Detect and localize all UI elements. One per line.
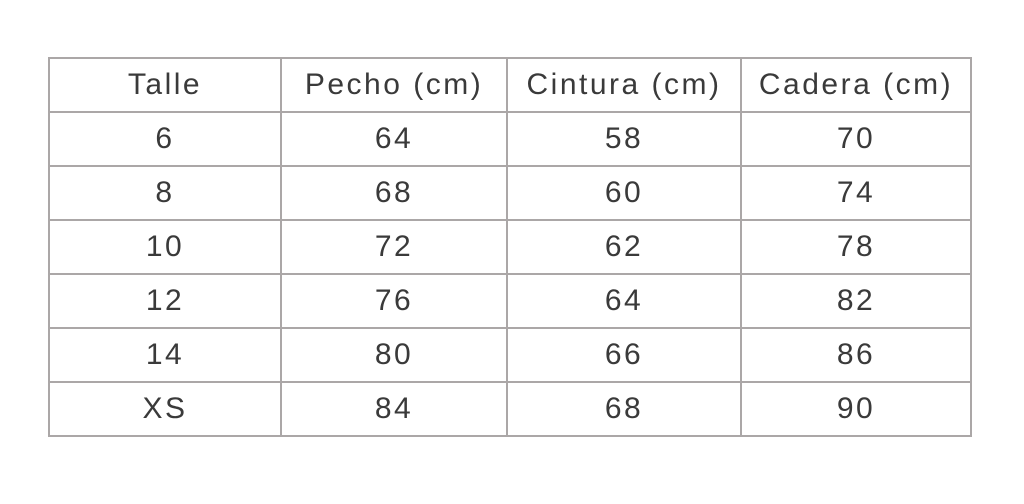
table-cell: 64 bbox=[506, 273, 742, 329]
table-cell: 76 bbox=[280, 273, 508, 329]
table-cell: 86 bbox=[740, 327, 972, 383]
table-cell: 58 bbox=[506, 111, 742, 167]
table-body: 6 64 58 70 8 68 60 74 10 72 62 78 12 76 64 82 14 80 66 86 XS… bbox=[48, 111, 972, 437]
header-cell: Talle bbox=[48, 57, 282, 113]
table-cell: 10 bbox=[48, 219, 282, 275]
header-cell: Cintura (cm) bbox=[506, 57, 742, 113]
table-cell: 90 bbox=[740, 381, 972, 437]
table-cell: XS bbox=[48, 381, 282, 437]
table-row: XS 84 68 90 bbox=[48, 381, 972, 437]
table-cell: 74 bbox=[740, 165, 972, 221]
table-row: 10 72 62 78 bbox=[48, 219, 972, 275]
table-cell: 62 bbox=[506, 219, 742, 275]
table-cell: 82 bbox=[740, 273, 972, 329]
table-row: 14 80 66 86 bbox=[48, 327, 972, 383]
table-cell: 70 bbox=[740, 111, 972, 167]
table-cell: 68 bbox=[506, 381, 742, 437]
table-cell: 6 bbox=[48, 111, 282, 167]
header-row: Talle Pecho (cm) Cintura (cm) Cadera (cm) bbox=[48, 57, 972, 113]
table-header: Talle Pecho (cm) Cintura (cm) Cadera (cm) bbox=[48, 57, 972, 113]
table-cell: 66 bbox=[506, 327, 742, 383]
table-cell: 64 bbox=[280, 111, 508, 167]
table-cell: 60 bbox=[506, 165, 742, 221]
header-cell: Pecho (cm) bbox=[280, 57, 508, 113]
table-cell: 68 bbox=[280, 165, 508, 221]
table-row: 6 64 58 70 bbox=[48, 111, 972, 167]
table-cell: 78 bbox=[740, 219, 972, 275]
table-cell: 8 bbox=[48, 165, 282, 221]
table-cell: 12 bbox=[48, 273, 282, 329]
table-cell: 84 bbox=[280, 381, 508, 437]
table-cell: 14 bbox=[48, 327, 282, 383]
size-chart-table: Talle Pecho (cm) Cintura (cm) Cadera (cm) 6… bbox=[48, 57, 972, 437]
table-row: 8 68 60 74 bbox=[48, 165, 972, 221]
header-cell: Cadera (cm) bbox=[740, 57, 972, 113]
table-cell: 80 bbox=[280, 327, 508, 383]
table-row: 12 76 64 82 bbox=[48, 273, 972, 329]
table-cell: 72 bbox=[280, 219, 508, 275]
size-chart: Talle Pecho (cm) Cintura (cm) Cadera (cm) 6… bbox=[48, 57, 972, 437]
